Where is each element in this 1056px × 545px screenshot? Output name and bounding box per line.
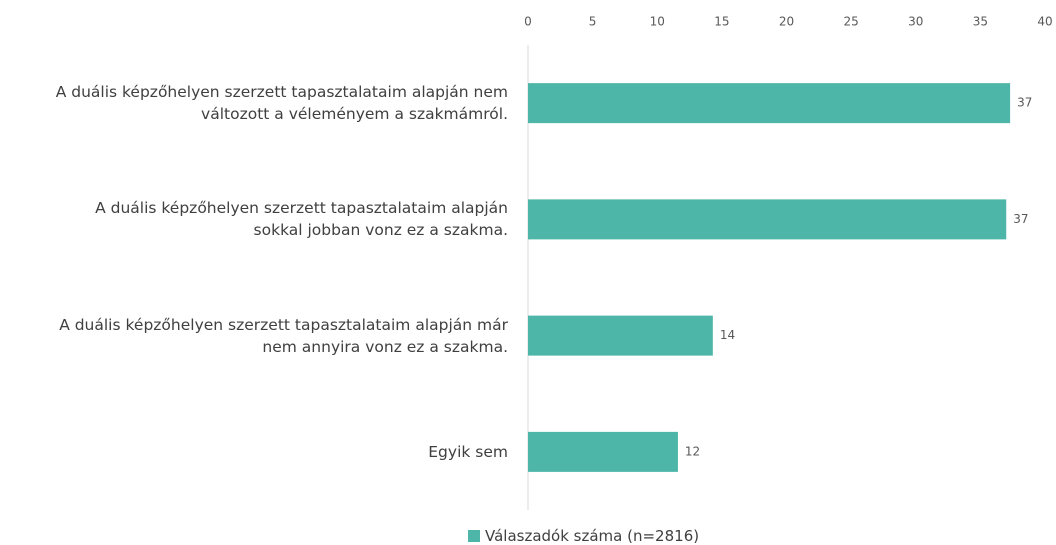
- x-tick-label: 15: [714, 15, 729, 29]
- data-label: 14: [720, 328, 735, 342]
- bar: [528, 431, 678, 472]
- category-label: A duális képzőhelyen szerzett tapasztala…: [55, 83, 508, 124]
- data-label: 12: [685, 444, 700, 458]
- x-tick-label: 5: [589, 15, 597, 29]
- legend-label: Válaszadók száma (n=2816): [485, 527, 700, 545]
- x-tick-label: 35: [973, 15, 988, 29]
- data-label: 37: [1017, 96, 1032, 110]
- category-label: A duális képzőhelyen szerzett tapasztala…: [59, 315, 508, 356]
- x-tick-label: 40: [1037, 15, 1052, 29]
- legend: Válaszadók száma (n=2816): [468, 527, 699, 545]
- data-label: 37: [1013, 212, 1028, 226]
- legend-swatch: [468, 530, 480, 542]
- bar: [528, 83, 1011, 124]
- bar: [528, 199, 1007, 240]
- x-tick-label: 20: [779, 15, 794, 29]
- category-label: Egyik sem: [428, 442, 508, 461]
- x-tick-label: 25: [843, 15, 858, 29]
- bar: [528, 315, 713, 356]
- x-tick-label: 0: [524, 15, 532, 29]
- x-tick-label: 30: [908, 15, 923, 29]
- category-label: A duális képzőhelyen szerzett tapasztala…: [95, 199, 508, 240]
- x-tick-label: 10: [650, 15, 665, 29]
